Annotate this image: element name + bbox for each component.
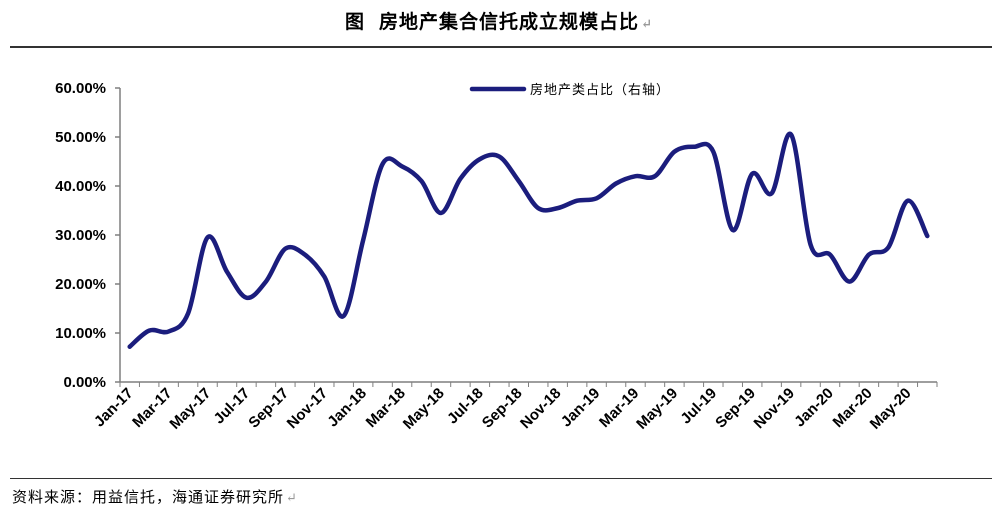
return-mark: ↵ [286, 491, 298, 506]
source-text: 资料来源：用益信托，海通证券研究所 [12, 488, 285, 506]
chart-title-text: 房地产集合信托成立规模占比 [379, 11, 640, 33]
x-axis-ticks: Jan-17Mar-17May-17Jul-17Sep-17Nov-17Jan-… [91, 382, 938, 433]
y-tick-label: 50.00% [55, 129, 106, 146]
legend-label: 房地产类占比（右轴） [530, 82, 670, 98]
x-tick-label: Nov-18 [517, 385, 564, 432]
chart-axes [119, 88, 937, 383]
y-tick-label: 60.00% [55, 80, 106, 97]
x-tick-label: May-20 [867, 385, 915, 433]
y-tick-label: 0.00% [63, 374, 106, 391]
series-line [127, 131, 930, 349]
y-tick-label: 20.00% [55, 276, 106, 293]
x-tick-label: Jan-19 [558, 385, 604, 431]
x-tick-label: Sep-17 [245, 385, 292, 432]
x-tick-label: Sep-18 [479, 385, 526, 432]
y-tick-label: 30.00% [55, 227, 106, 244]
x-tick-label: Nov-19 [751, 385, 798, 432]
x-tick-label: Nov-17 [284, 385, 331, 432]
y-axis-ticks: 0.00% 10.00% 20.00% 30.00% 40.00% 50.00% 60.00… [55, 80, 120, 391]
chart-title: 图房地产集合信托成立规模占比 ↵ [0, 0, 998, 44]
source-note: 资料来源：用益信托，海通证券研究所 ↵ [12, 486, 298, 507]
source-divider [10, 478, 992, 479]
return-mark: ↵ [641, 17, 653, 32]
x-tick-label: May-19 [633, 385, 681, 433]
series-group [127, 131, 930, 349]
x-tick-label: Sep-19 [712, 385, 759, 432]
y-tick-label: 10.00% [55, 325, 106, 342]
x-tick-label: May-18 [400, 385, 448, 433]
x-tick-label: Jan-20 [791, 385, 837, 431]
chart-legend: 房地产类占比（右轴） [469, 82, 670, 98]
title-divider [10, 46, 992, 48]
y-tick-label: 40.00% [55, 178, 106, 195]
x-tick-label: Jan-17 [91, 385, 137, 431]
figure-label: 图 [345, 11, 366, 33]
x-tick-label: May-17 [166, 385, 214, 433]
x-tick-label: Jan-18 [324, 385, 370, 431]
